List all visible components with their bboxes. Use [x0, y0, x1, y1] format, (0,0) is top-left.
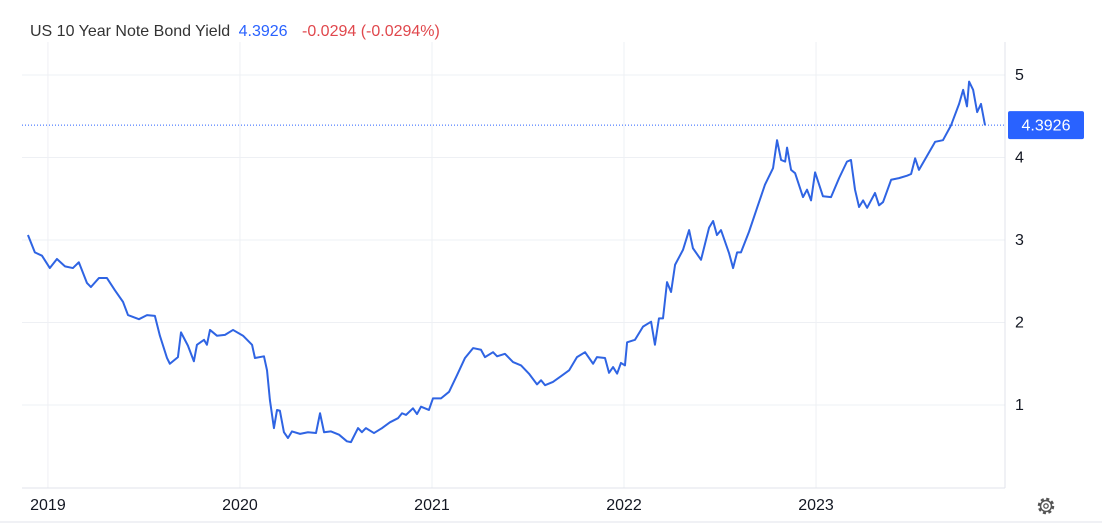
x-tick-label: 2019 — [30, 497, 66, 514]
x-tick-label: 2021 — [414, 497, 450, 514]
x-tick-label: 2020 — [222, 497, 258, 514]
title-change: -0.0294 (-0.0294%) — [302, 23, 440, 40]
y-tick-label: 3 — [1015, 232, 1024, 249]
x-tick-label: 2022 — [606, 497, 642, 514]
y-tick-label: 1 — [1015, 397, 1024, 414]
grid — [22, 42, 1005, 488]
y-tick-label: 4 — [1015, 150, 1024, 167]
last-price-badge — [1008, 111, 1084, 140]
title-name: US 10 Year Note Bond Yield — [30, 23, 230, 40]
yield-line — [27, 80, 987, 444]
last-price-label: 4.3926 — [1022, 117, 1071, 134]
chart-title: US 10 Year Note Bond Yield 4.3926 -0.029… — [30, 23, 440, 40]
x-tick-label: 2023 — [798, 497, 834, 514]
y-tick-label: 2 — [1015, 315, 1024, 332]
y-tick-label: 5 — [1015, 67, 1024, 84]
title-last: 4.3926 — [239, 23, 288, 40]
settings-icon[interactable] — [1037, 497, 1055, 515]
